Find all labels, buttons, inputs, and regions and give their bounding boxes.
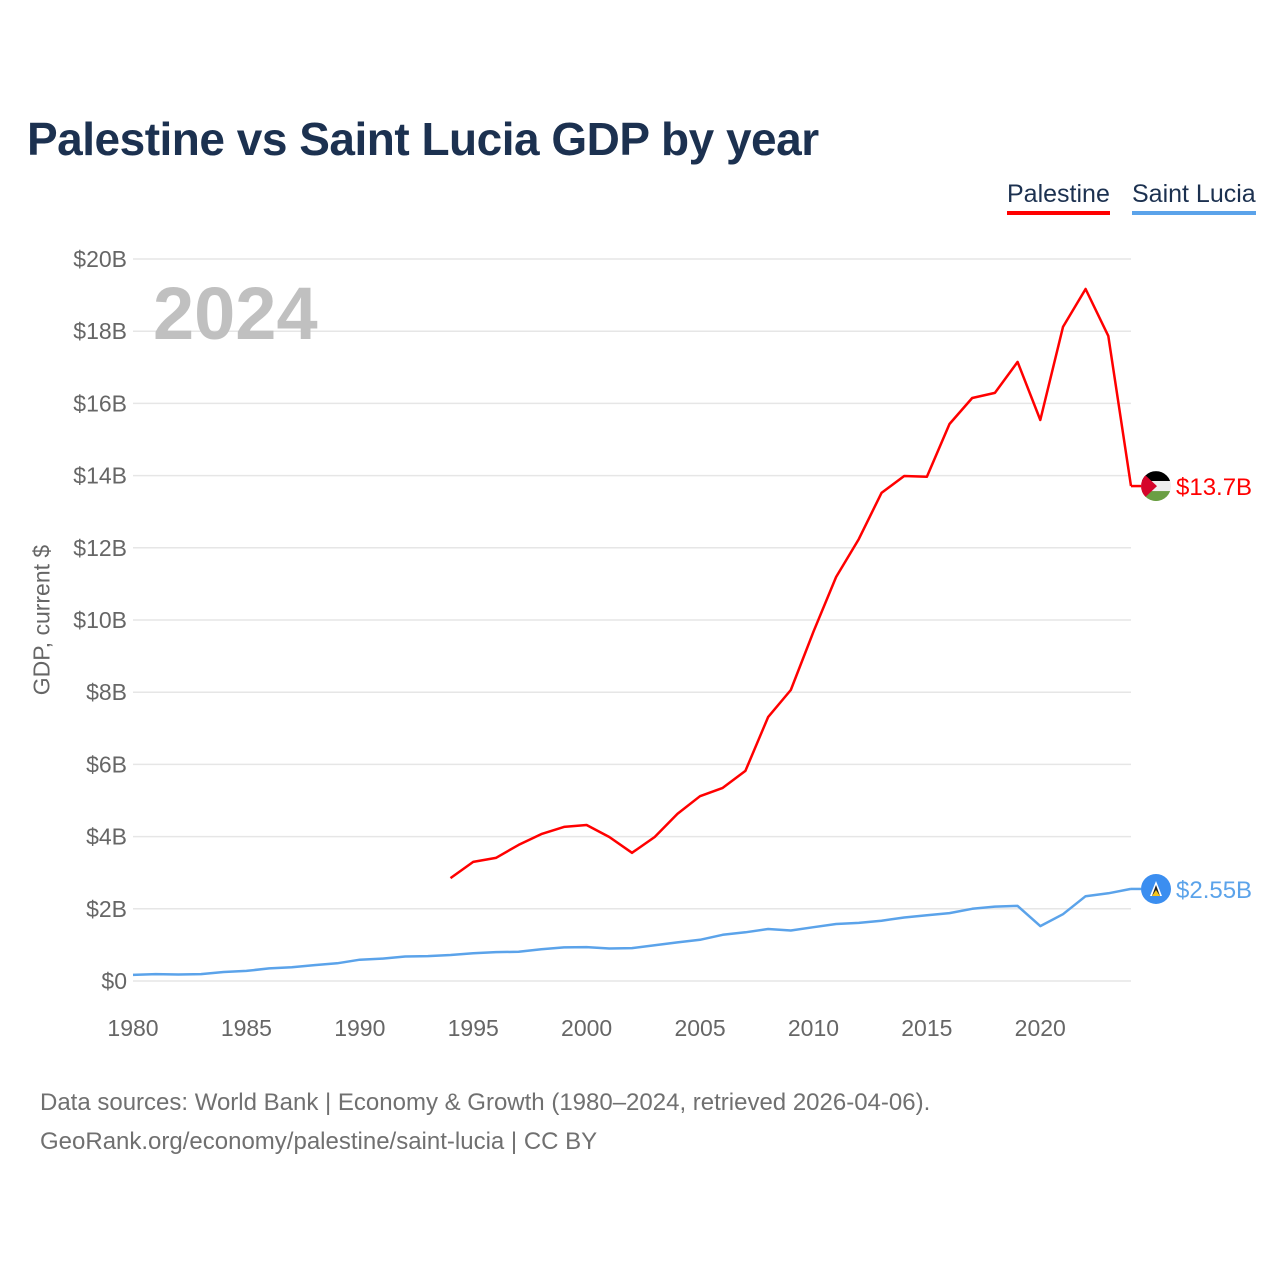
current-year-label: 2024 — [153, 272, 318, 355]
legend-item-saint-lucia[interactable]: Saint Lucia — [1132, 180, 1256, 215]
data-source-text: Data sources: World Bank | Economy & Gro… — [40, 1089, 931, 1116]
x-tick-label: 2010 — [788, 1015, 839, 1041]
x-tick-label: 1985 — [221, 1015, 272, 1041]
y-tick-label: $4B — [86, 824, 127, 850]
y-tick-label: $14B — [73, 463, 127, 489]
y-tick-label: $10B — [73, 607, 127, 633]
x-tick-label: 2015 — [901, 1015, 952, 1041]
x-tick-label: 2000 — [561, 1015, 612, 1041]
end-value-label: $13.7B — [1176, 474, 1252, 501]
saint-lucia-flag-icon — [1141, 873, 1171, 904]
y-tick-label: $20B — [73, 246, 127, 272]
y-tick-label: $0 — [101, 968, 127, 994]
y-tick-label: $16B — [73, 390, 127, 416]
y-tick-label: $6B — [86, 751, 127, 777]
series-line-saint-lucia — [132, 887, 1132, 977]
chart-title: Palestine vs Saint Lucia GDP by year — [27, 113, 819, 165]
source-link[interactable]: GeoRank.org/economy/palestine/saint-luci… — [40, 1128, 598, 1155]
x-tick-label: 1980 — [107, 1015, 158, 1041]
y-tick-label: $2B — [86, 896, 127, 922]
x-tick-label: 1995 — [448, 1015, 499, 1041]
series-line-palestine — [449, 287, 1133, 880]
x-tick-label: 2005 — [674, 1015, 725, 1041]
footer: Data sources: World Bank | Economy & Gro… — [40, 1083, 930, 1161]
y-tick-label: $12B — [73, 535, 127, 561]
palestine-flag-icon — [1141, 471, 1171, 502]
y-tick-label: $8B — [86, 679, 127, 705]
legend-item-palestine[interactable]: Palestine — [1007, 180, 1110, 215]
x-tick-label: 1990 — [334, 1015, 385, 1041]
x-tick-label: 2020 — [1015, 1015, 1066, 1041]
end-value-label: $2.55B — [1176, 877, 1252, 904]
y-tick-label: $18B — [73, 318, 127, 344]
